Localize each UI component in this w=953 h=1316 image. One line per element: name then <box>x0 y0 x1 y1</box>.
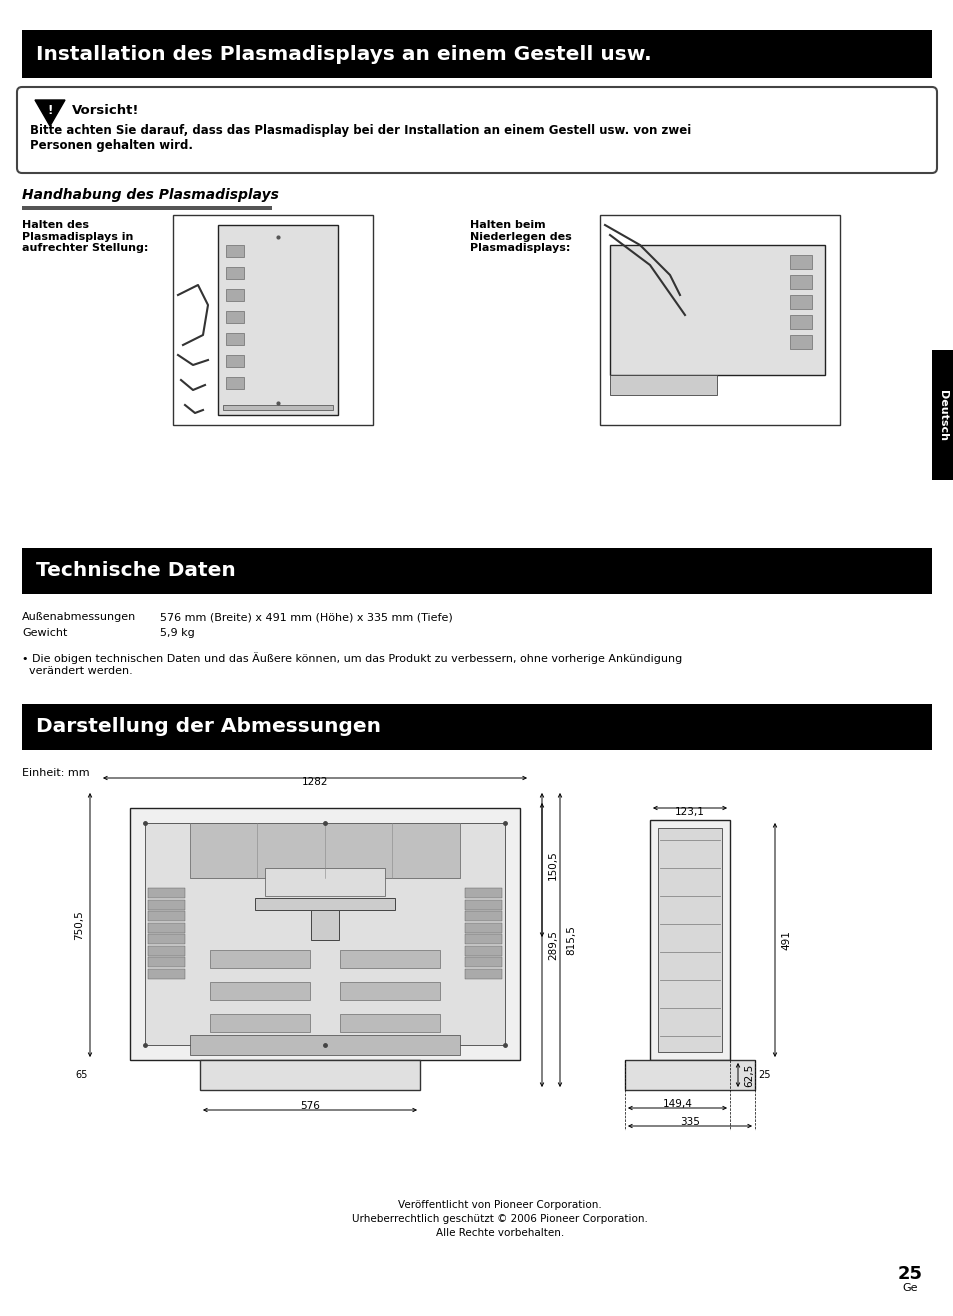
Polygon shape <box>35 100 65 126</box>
Text: 150,5: 150,5 <box>547 850 558 880</box>
Bar <box>624 1059 754 1090</box>
Text: 491: 491 <box>781 930 790 950</box>
Bar <box>265 869 385 896</box>
Text: 25: 25 <box>897 1265 922 1283</box>
Bar <box>210 950 310 969</box>
Text: 576: 576 <box>300 1101 319 1111</box>
Bar <box>22 704 931 750</box>
Bar <box>464 934 501 944</box>
Bar <box>226 333 244 345</box>
Text: 1282: 1282 <box>301 776 328 787</box>
Bar <box>464 911 501 921</box>
Bar <box>226 245 244 257</box>
Text: Halten des
Plasmadisplays in
aufrechter Stellung:: Halten des Plasmadisplays in aufrechter … <box>22 220 149 253</box>
Text: • Die obigen technischen Daten und das Äußere können, um das Produkt zu verbesse: • Die obigen technischen Daten und das Ä… <box>22 651 681 675</box>
Text: Handhabung des Plasmadisplays: Handhabung des Plasmadisplays <box>22 188 278 201</box>
Bar <box>464 923 501 933</box>
Bar <box>148 888 185 899</box>
Bar <box>145 822 504 1045</box>
Bar <box>148 923 185 933</box>
Bar <box>254 898 395 909</box>
Bar <box>339 950 439 969</box>
Text: Halten beim
Niederlegen des
Plasmadisplays:: Halten beim Niederlegen des Plasmadispla… <box>470 220 571 253</box>
Bar <box>789 336 811 349</box>
Bar <box>464 969 501 979</box>
Text: 62,5: 62,5 <box>743 1063 753 1087</box>
Bar <box>609 245 824 375</box>
FancyBboxPatch shape <box>17 87 936 172</box>
Bar <box>931 350 953 480</box>
Bar <box>464 900 501 909</box>
Text: Außenabmessungen: Außenabmessungen <box>22 612 136 622</box>
Bar <box>599 215 840 425</box>
Bar <box>210 1015 310 1032</box>
Text: Urheberrechtlich geschützt © 2006 Pioneer Corporation.: Urheberrechtlich geschützt © 2006 Pionee… <box>352 1213 647 1224</box>
Bar <box>148 969 185 979</box>
Text: Einheit: mm: Einheit: mm <box>22 769 90 778</box>
Text: Vorsicht!: Vorsicht! <box>71 104 139 117</box>
Bar <box>658 828 721 1051</box>
Bar <box>789 275 811 290</box>
Text: 750,5: 750,5 <box>74 911 84 940</box>
Text: Bitte achten Sie darauf, dass das Plasmadisplay bei der Installation an einem Ge: Bitte achten Sie darauf, dass das Plasma… <box>30 124 691 153</box>
Bar <box>148 934 185 944</box>
Bar <box>218 225 337 415</box>
Text: 576 mm (Breite) x 491 mm (Höhe) x 335 mm (Tiefe): 576 mm (Breite) x 491 mm (Höhe) x 335 mm… <box>160 612 453 622</box>
Text: 815,5: 815,5 <box>565 925 576 955</box>
Bar <box>148 957 185 967</box>
Text: 5,9 kg: 5,9 kg <box>160 628 194 638</box>
Text: Gewicht: Gewicht <box>22 628 68 638</box>
Text: Deutsch: Deutsch <box>937 390 947 441</box>
Text: Installation des Plasmadisplays an einem Gestell usw.: Installation des Plasmadisplays an einem… <box>36 45 651 63</box>
Bar <box>22 30 931 78</box>
Text: Ge: Ge <box>902 1283 917 1294</box>
Text: 335: 335 <box>679 1117 700 1126</box>
Bar <box>148 945 185 955</box>
Bar <box>789 315 811 329</box>
Text: Darstellung der Abmessungen: Darstellung der Abmessungen <box>36 717 380 737</box>
Bar <box>130 808 519 1059</box>
Bar <box>464 888 501 899</box>
Bar <box>148 900 185 909</box>
Bar <box>190 1034 459 1055</box>
Bar <box>311 909 338 940</box>
Bar <box>789 295 811 309</box>
Text: !: ! <box>48 104 52 117</box>
Bar <box>190 822 459 878</box>
Bar <box>148 911 185 921</box>
Bar <box>226 311 244 322</box>
Text: Veröffentlicht von Pioneer Corporation.: Veröffentlicht von Pioneer Corporation. <box>397 1200 601 1209</box>
Bar <box>226 267 244 279</box>
Bar <box>649 820 729 1059</box>
Bar <box>200 1059 419 1090</box>
Bar <box>464 957 501 967</box>
Text: 25: 25 <box>758 1070 770 1080</box>
Text: Alle Rechte vorbehalten.: Alle Rechte vorbehalten. <box>436 1228 563 1238</box>
Text: 65: 65 <box>75 1070 88 1080</box>
Bar <box>609 375 717 395</box>
Bar <box>464 945 501 955</box>
Bar <box>226 290 244 301</box>
Bar <box>22 207 272 211</box>
Bar <box>172 215 373 425</box>
Bar <box>226 376 244 390</box>
Bar <box>339 982 439 1000</box>
Text: 149,4: 149,4 <box>662 1099 692 1109</box>
Bar <box>226 355 244 367</box>
Text: Technische Daten: Technische Daten <box>36 562 235 580</box>
Bar <box>789 255 811 268</box>
Text: 123,1: 123,1 <box>675 807 704 817</box>
Bar <box>339 1015 439 1032</box>
Bar <box>22 547 931 594</box>
Text: 289,5: 289,5 <box>547 930 558 959</box>
Bar <box>223 405 333 411</box>
Bar <box>210 982 310 1000</box>
